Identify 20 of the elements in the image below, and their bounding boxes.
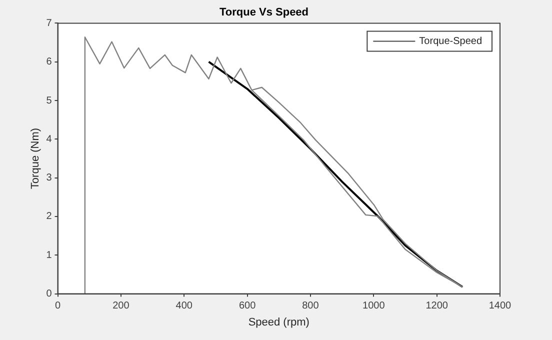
x-tick-label: 800 [302,300,320,312]
y-tick-label: 4 [46,134,52,145]
y-tick-label: 6 [46,56,52,68]
x-tick-label: 200 [112,300,130,312]
text: Torque-Speed [419,36,482,47]
chart-title: Torque Vs Speed [219,6,309,19]
y-tick-label: 7 [46,18,52,29]
y-tick-label: 3 [46,172,52,184]
x-tick-label: 0 [54,300,61,312]
x-tick-label: 400 [176,300,193,312]
y-tick-label: 2 [46,211,52,222]
y-tick-label: 0 [46,288,52,300]
y-tick-label: 5 [46,95,52,106]
x-tick-label: 600 [238,300,256,312]
y-axis-title: Torque (Nm) [30,128,42,190]
x-tick-label: 1000 [362,300,386,312]
x-axis-title: Speed (rpm) [248,316,310,328]
y-tick-label: 1 [46,250,52,261]
x-tick-label: 1400 [488,300,512,312]
x-tick-label: 1200 [426,300,448,312]
